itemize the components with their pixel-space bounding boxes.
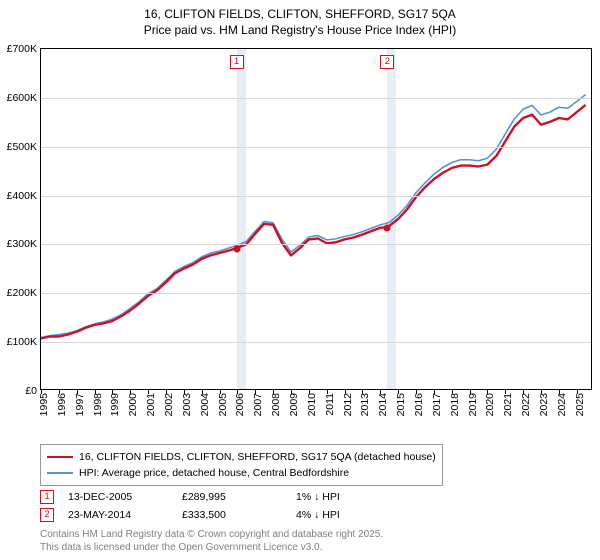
x-tick-label: 2018	[449, 393, 461, 416]
x-tick-label: 2013	[359, 393, 371, 416]
x-tick-label: 2016	[413, 393, 425, 416]
title-line-1: 16, CLIFTON FIELDS, CLIFTON, SHEFFORD, S…	[10, 6, 590, 22]
sales-block: 1 13-DEC-2005 £289,995 1% ↓ HPI 2 23-MAY…	[40, 488, 340, 524]
legend: 16, CLIFTON FIELDS, CLIFTON, SHEFFORD, S…	[40, 444, 443, 486]
chart-area: £0£100K£200K£300K£400K£500K£600K£700K199…	[40, 48, 592, 408]
sale-marker-2: 2	[40, 508, 54, 522]
y-tick-label: £400K	[7, 190, 37, 202]
legend-row-hpi: HPI: Average price, detached house, Cent…	[47, 465, 436, 481]
x-tick-label: 2009	[288, 393, 300, 416]
sale-date-1: 13-DEC-2005	[68, 491, 168, 503]
y-tick-label: £0	[25, 385, 37, 397]
x-tick-label: 2020	[484, 393, 496, 416]
x-tick-label: 1995	[38, 393, 50, 416]
legend-swatch-hpi	[47, 472, 73, 474]
chart-container: 16, CLIFTON FIELDS, CLIFTON, SHEFFORD, S…	[0, 0, 600, 560]
y-gridline	[41, 147, 591, 148]
x-tick-label: 2005	[217, 393, 229, 416]
y-tick-label: £100K	[7, 336, 37, 348]
sale-delta-1: 1% ↓ HPI	[296, 491, 340, 503]
x-tick-label: 2007	[252, 393, 264, 416]
x-tick-label: 2010	[306, 393, 318, 416]
chart-marker-2: 2	[380, 55, 394, 69]
x-tick-label: 2014	[377, 393, 389, 416]
x-tick-label: 2001	[145, 393, 157, 416]
y-tick-label: £300K	[7, 238, 37, 250]
x-tick-label: 2019	[467, 393, 479, 416]
x-tick-label: 2021	[502, 393, 514, 416]
x-tick-label: 1997	[74, 393, 86, 416]
x-tick-label: 2004	[199, 393, 211, 416]
legend-label-price-paid: 16, CLIFTON FIELDS, CLIFTON, SHEFFORD, S…	[79, 451, 436, 463]
sale-marker-1: 1	[40, 490, 54, 504]
y-gridline	[41, 244, 591, 245]
y-gridline	[41, 293, 591, 294]
x-tick-label: 1996	[56, 393, 68, 416]
sale-date-2: 23-MAY-2014	[68, 509, 168, 521]
x-tick-label: 2006	[234, 393, 246, 416]
title-line-2: Price paid vs. HM Land Registry's House …	[10, 22, 590, 38]
x-tick-label: 2011	[324, 393, 336, 416]
series-svg	[41, 49, 591, 389]
x-tick-label: 1999	[109, 393, 121, 416]
y-tick-label: £200K	[7, 287, 37, 299]
footer-line-1: Contains HM Land Registry data © Crown c…	[40, 528, 383, 541]
sale-price-1: £289,995	[182, 491, 282, 503]
x-tick-label: 2015	[395, 393, 407, 416]
sale-delta-2: 4% ↓ HPI	[296, 509, 340, 521]
title-block: 16, CLIFTON FIELDS, CLIFTON, SHEFFORD, S…	[0, 0, 600, 42]
x-tick-label: 2017	[431, 393, 443, 416]
series-price_paid	[41, 105, 586, 339]
x-tick-label: 2003	[181, 393, 193, 416]
x-tick-label: 2000	[127, 393, 139, 416]
legend-swatch-price-paid	[47, 456, 73, 458]
sale-price-2: £333,500	[182, 509, 282, 521]
y-gridline	[41, 342, 591, 343]
chart-marker-1: 1	[230, 55, 244, 69]
x-tick-label: 1998	[92, 393, 104, 416]
x-tick-label: 2024	[556, 393, 568, 416]
x-tick-label: 2008	[270, 393, 282, 416]
series-dot	[233, 246, 240, 253]
plot-region: £0£100K£200K£300K£400K£500K£600K£700K199…	[40, 48, 592, 390]
sale-row-2: 2 23-MAY-2014 £333,500 4% ↓ HPI	[40, 506, 340, 524]
y-tick-label: £700K	[7, 43, 37, 55]
x-tick-label: 2025	[574, 393, 586, 416]
legend-row-price-paid: 16, CLIFTON FIELDS, CLIFTON, SHEFFORD, S…	[47, 449, 436, 465]
series-dot	[384, 225, 391, 232]
y-tick-label: £600K	[7, 92, 37, 104]
series-hpi	[41, 95, 586, 338]
legend-label-hpi: HPI: Average price, detached house, Cent…	[79, 467, 349, 479]
footer: Contains HM Land Registry data © Crown c…	[40, 528, 383, 554]
y-gridline	[41, 98, 591, 99]
footer-line-2: This data is licensed under the Open Gov…	[40, 541, 383, 554]
x-tick-label: 2023	[538, 393, 550, 416]
x-tick-label: 2002	[163, 393, 175, 416]
sale-row-1: 1 13-DEC-2005 £289,995 1% ↓ HPI	[40, 488, 340, 506]
y-tick-label: £500K	[7, 141, 37, 153]
y-gridline	[41, 196, 591, 197]
x-tick-label: 2022	[520, 393, 532, 416]
x-tick-label: 2012	[342, 393, 354, 416]
